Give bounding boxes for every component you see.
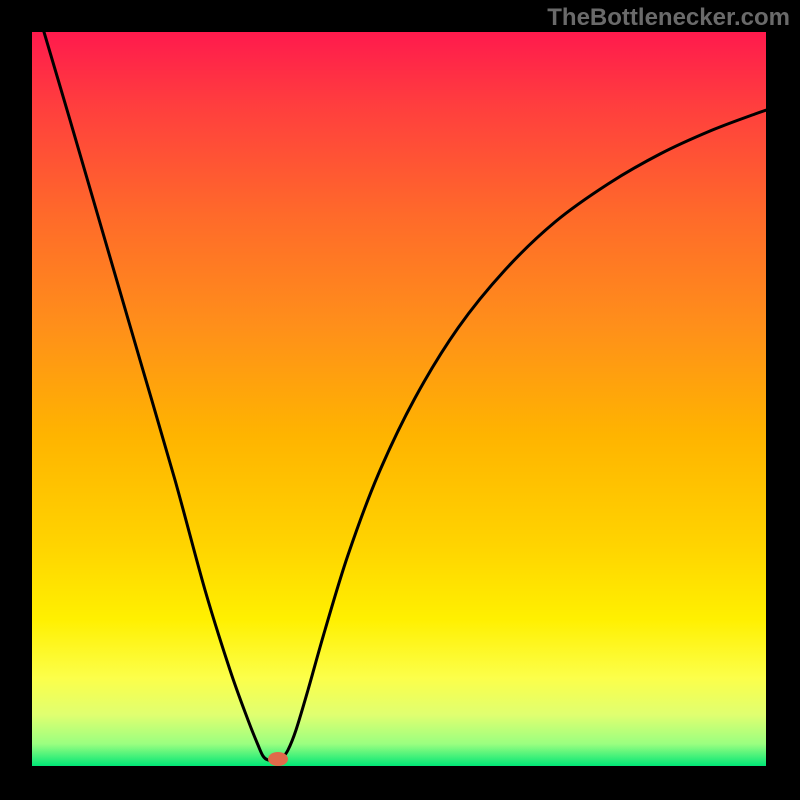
watermark-text: TheBottlenecker.com [547, 4, 790, 32]
optimal-point-marker [268, 752, 288, 766]
plot-background [32, 32, 766, 766]
bottleneck-chart [0, 0, 800, 800]
chart-container: TheBottlenecker.com [0, 0, 800, 800]
